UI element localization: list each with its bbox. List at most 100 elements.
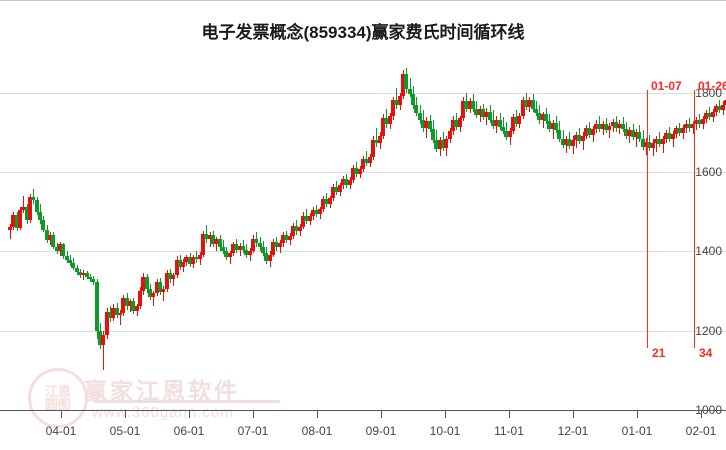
candle-body (287, 236, 292, 241)
candle-body (614, 122, 619, 129)
candle-body (171, 275, 176, 280)
candle-body (144, 276, 149, 289)
candle-body (61, 244, 66, 257)
y-axis-label-1600: 1600 (695, 165, 722, 179)
candle-body (484, 111, 489, 118)
candle-body (261, 246, 266, 253)
candle-body (504, 130, 509, 138)
candle-body (84, 272, 89, 277)
candle-body (560, 138, 565, 146)
candle-wick (153, 291, 155, 307)
candle-body (34, 199, 39, 212)
candle-body (174, 260, 179, 276)
candle-body (480, 109, 485, 118)
candle-body (254, 238, 259, 244)
x-axis-tick-07-01 (253, 411, 254, 418)
candle-body (664, 133, 668, 139)
candle-body (520, 99, 525, 116)
x-axis-tick-12-01 (573, 411, 574, 418)
candle-body (407, 89, 412, 95)
candle-body (404, 74, 409, 90)
candle-wick (173, 273, 175, 287)
candle-body (707, 113, 712, 118)
candle-wick (636, 129, 638, 147)
candle-body (670, 133, 675, 139)
candle-body (640, 138, 645, 147)
candle-body (121, 298, 126, 313)
candle-body (674, 128, 678, 134)
candle-body (177, 260, 182, 268)
watermark-brand: 赢家江恩软件 (84, 378, 240, 404)
candle-body (380, 118, 385, 136)
candle-body (637, 132, 642, 139)
candle-body (77, 271, 82, 276)
candle-body (500, 126, 505, 131)
candle-body (487, 111, 492, 120)
candle-wick (23, 195, 25, 214)
candle-body (450, 119, 455, 131)
candle-body (211, 235, 216, 245)
candle-body (440, 140, 445, 149)
candle-body (510, 117, 515, 131)
candle-body (584, 128, 589, 137)
candle-wick (376, 127, 378, 147)
candle-body (167, 273, 172, 280)
candle-wick (119, 310, 121, 325)
candle-body (534, 108, 539, 114)
candle-body (304, 215, 309, 222)
candle-body (350, 168, 355, 180)
candle-body (271, 241, 276, 255)
candle-body (91, 279, 96, 283)
candle-body (281, 235, 286, 244)
watermark-seal: 江恩 圆图 (28, 368, 88, 428)
candle-body (384, 118, 389, 125)
candle-body (527, 99, 532, 107)
candle-body (590, 129, 595, 135)
candle-body (587, 128, 592, 135)
candle-body (224, 251, 229, 257)
candle-body (87, 276, 92, 280)
y-axis-label-1200: 1200 (695, 324, 722, 338)
fib-cycle-number-34: 34 (699, 346, 713, 360)
candle-body (311, 210, 316, 216)
watermark-url: www.360gann.com (92, 404, 234, 421)
candle-body (387, 116, 392, 125)
candle-body (71, 263, 76, 268)
candle-body (357, 168, 362, 174)
candle-body (713, 106, 718, 112)
candle-body (114, 307, 119, 315)
candle-body (420, 120, 425, 129)
candle-body (530, 99, 535, 109)
candle-body (657, 138, 662, 145)
candle-body (577, 134, 582, 142)
candle-body (650, 143, 655, 149)
candle-body (214, 239, 219, 245)
candle-body (360, 159, 365, 169)
candle-wick (409, 78, 411, 98)
candle-body (251, 238, 256, 251)
candle-body (117, 312, 122, 315)
candle-body (337, 185, 342, 192)
candle-body (17, 209, 22, 228)
x-axis-tick-05-01 (125, 411, 126, 418)
candle-body (234, 244, 239, 250)
candle-body (507, 130, 512, 138)
x-axis-tick-11-01 (509, 411, 510, 418)
y-axis-label-1400: 1400 (695, 244, 722, 258)
candle-body (291, 225, 296, 237)
x-axis-label-10-01: 10-01 (429, 424, 461, 438)
candle-body (693, 120, 698, 125)
candle-body (274, 241, 279, 248)
candle-body (137, 291, 142, 307)
candle-body (94, 282, 99, 332)
candle-body (301, 215, 306, 227)
candle-body (434, 140, 439, 149)
candle-body (217, 239, 222, 248)
candle-body (161, 289, 166, 292)
candle-body (547, 121, 552, 130)
candle-body (454, 119, 459, 127)
candle-wick (10, 223, 11, 240)
candle-body (667, 133, 672, 139)
candle-body (297, 226, 302, 232)
